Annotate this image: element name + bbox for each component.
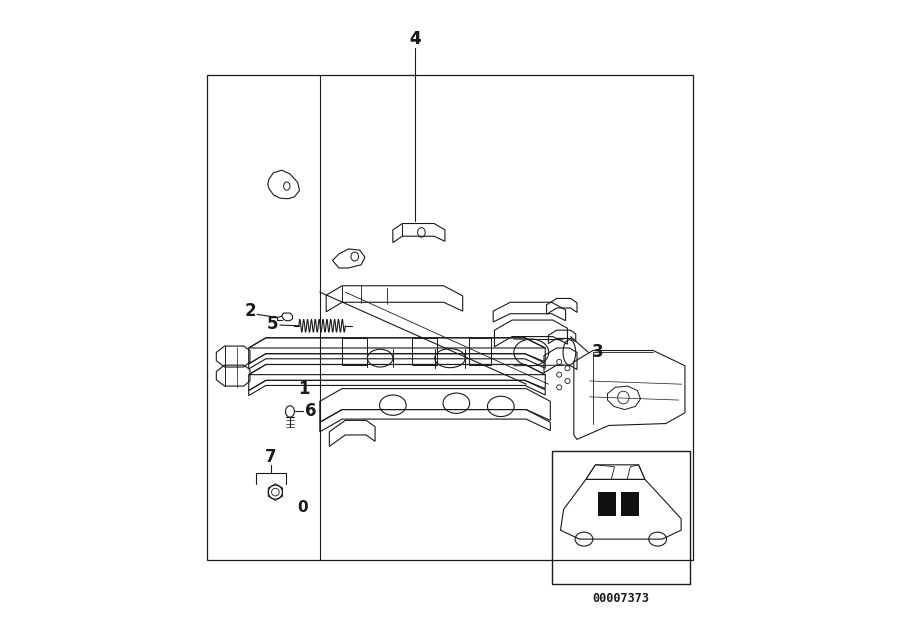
Bar: [207, 75, 693, 560]
Text: 5: 5: [266, 315, 278, 333]
Bar: [552, 451, 690, 584]
Text: 6: 6: [305, 403, 317, 420]
Text: 4: 4: [410, 30, 421, 48]
Text: 7: 7: [266, 448, 276, 466]
Text: 3: 3: [592, 344, 604, 361]
Text: 0: 0: [297, 500, 308, 516]
Text: 4: 4: [410, 30, 421, 48]
Text: 2: 2: [245, 302, 256, 320]
Text: 1: 1: [298, 380, 310, 398]
Text: 00007373: 00007373: [592, 592, 649, 605]
Polygon shape: [621, 492, 639, 516]
Polygon shape: [598, 492, 616, 516]
